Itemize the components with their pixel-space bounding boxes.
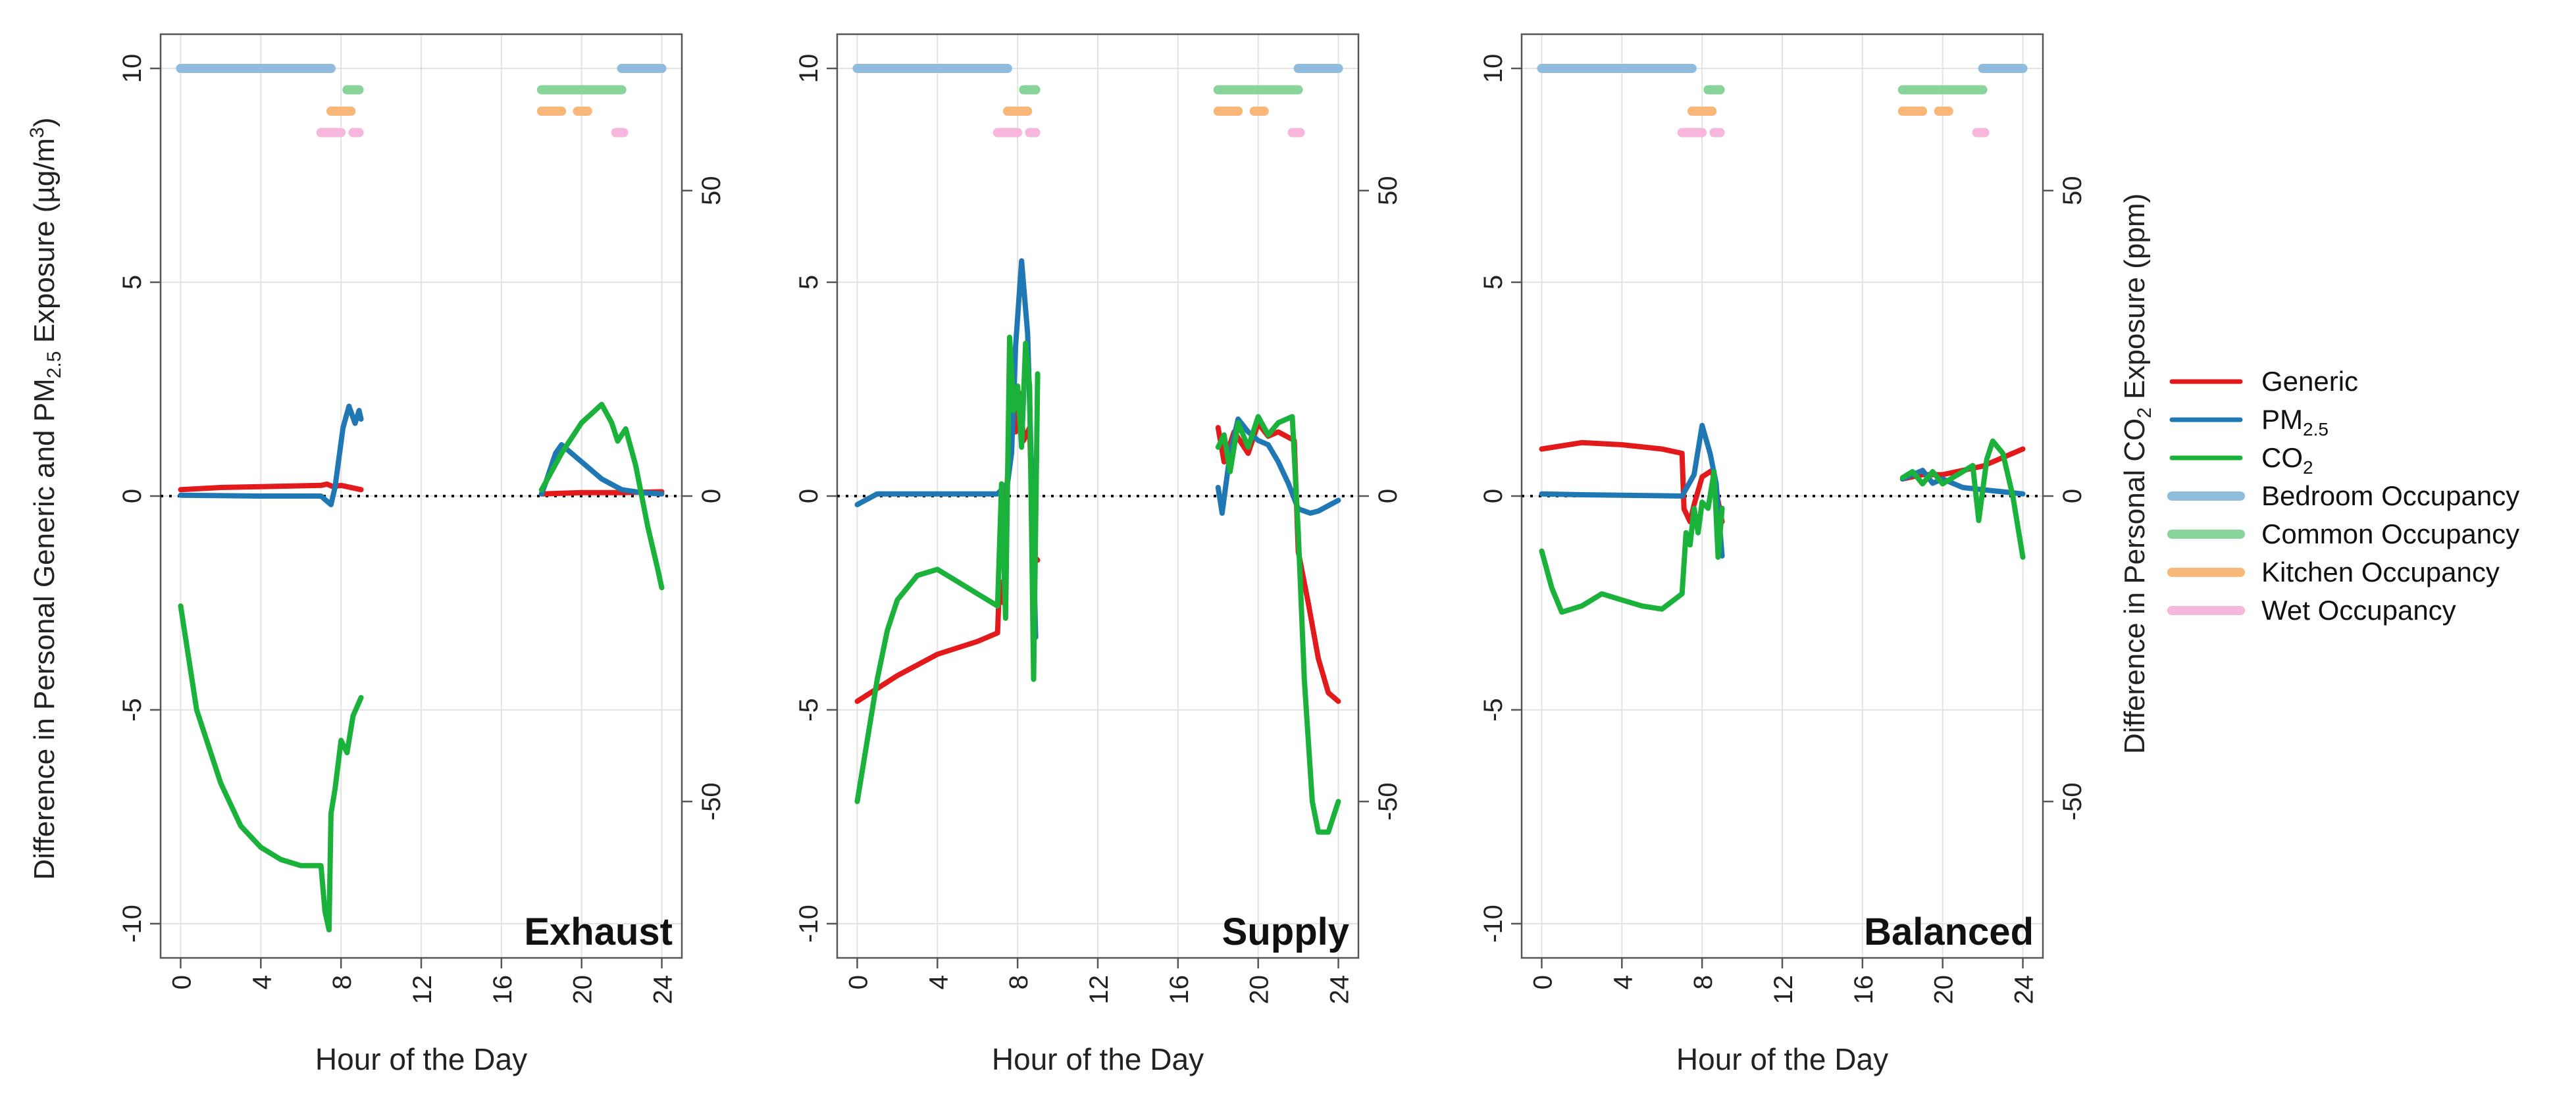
y-axis-title-right-main: Difference in Personal CO	[2119, 418, 2151, 754]
x-tick-label: 20	[1245, 975, 1274, 1005]
x-axis-title: Hour of the Day	[315, 1042, 527, 1076]
legend-label: Kitchen Occupancy	[2261, 557, 2500, 588]
x-tick-label: 8	[328, 975, 357, 989]
x-tick-label: 8	[1689, 975, 1718, 989]
y2-tick-label: -50	[697, 782, 726, 820]
x-tick-label: 4	[247, 975, 276, 989]
y2-tick-label: 50	[697, 176, 726, 205]
y-axis-title-left-close: )	[28, 118, 61, 128]
x-tick-label: 16	[1165, 975, 1194, 1005]
x-tick-label: 24	[1326, 975, 1354, 1005]
y-tick-label: 5	[118, 275, 147, 289]
y2-tick-label: 0	[1374, 489, 1403, 503]
series-line-generic	[178, 481, 364, 493]
y-axis-title-left-main: Difference in Personal Generic and PM	[28, 378, 61, 880]
y-tick-label: -10	[1479, 905, 1508, 943]
y2-tick-label: 0	[2058, 489, 2087, 503]
x-tick-label: 20	[1930, 975, 1959, 1005]
y-tick-label: -5	[118, 698, 147, 722]
x-tick-label: 12	[1085, 975, 1114, 1005]
y-tick-label: -5	[1479, 698, 1508, 722]
y-tick-label: 0	[118, 489, 147, 503]
legend-label: PM2.5	[2261, 404, 2329, 439]
x-tick-label: 24	[2010, 975, 2039, 1005]
series-line-co2	[178, 603, 364, 933]
x-axis-title: Hour of the Day	[1676, 1042, 1888, 1076]
x-tick-label: 20	[569, 975, 598, 1005]
series-line-co2	[1539, 468, 1725, 615]
series-line-co2	[1899, 438, 2026, 560]
x-tick-label: 0	[167, 975, 196, 989]
y-axis-title-left-sub: 2.5	[43, 351, 65, 379]
x-tick-label: 8	[1004, 975, 1033, 989]
panel-label: Supply	[1222, 911, 1349, 953]
y-axis-title-left-suffix: Exposure (µg/m	[28, 138, 61, 351]
y-tick-label: 5	[1479, 275, 1508, 289]
y2-tick-label: -50	[1374, 782, 1403, 820]
y-axis-title-right: Difference in Personal CO2 Exposure (ppm…	[2119, 193, 2155, 754]
x-tick-label: 16	[1849, 975, 1878, 1005]
y-axis-title-right-sub: 2	[2134, 407, 2155, 418]
y-tick-label: 10	[794, 54, 823, 84]
y-tick-label: 5	[794, 275, 823, 289]
series-line-co2	[854, 334, 1041, 805]
series-line-pm25	[1215, 416, 1341, 516]
x-tick-label: 24	[649, 975, 678, 1005]
y2-tick-label: 50	[2058, 176, 2087, 205]
y-tick-label: -5	[794, 698, 823, 722]
x-tick-label: 16	[488, 975, 517, 1005]
y-axis-title-right-suffix: Exposure (ppm)	[2119, 193, 2151, 407]
legend-label: Bedroom Occupancy	[2261, 480, 2519, 511]
y-tick-label: -10	[118, 905, 147, 943]
y-tick-label: 0	[1479, 489, 1508, 503]
series-line-generic	[1539, 439, 1725, 524]
series-line-co2	[1215, 414, 1341, 835]
legend-label: Common Occupancy	[2261, 518, 2519, 549]
x-tick-label: 0	[844, 975, 873, 989]
y2-tick-label: 0	[697, 489, 726, 503]
y-tick-label: 10	[1479, 54, 1508, 84]
x-axis-title: Hour of the Day	[992, 1042, 1204, 1076]
x-tick-label: 4	[1609, 975, 1637, 989]
y-tick-label: 10	[118, 54, 147, 84]
y-tick-label: -10	[794, 905, 823, 943]
y2-tick-label: -50	[2058, 782, 2087, 820]
legend-label: CO2	[2261, 442, 2313, 478]
y2-tick-label: 50	[1374, 176, 1403, 205]
series-line-co2	[538, 401, 665, 591]
x-tick-label: 4	[924, 975, 953, 989]
y-axis-title-left-sup: 3	[26, 127, 48, 138]
series-line-pm25	[178, 403, 364, 507]
y-axis-title-left: Difference in Personal Generic and PM2.5…	[26, 118, 65, 880]
y-tick-label: 0	[794, 489, 823, 503]
x-tick-label: 12	[408, 975, 437, 1005]
legend-label: Generic	[2261, 366, 2358, 397]
panel-label: Exhaust	[524, 911, 673, 953]
legend-label: Wet Occupancy	[2261, 595, 2456, 626]
x-tick-label: 0	[1528, 975, 1557, 989]
x-tick-label: 12	[1769, 975, 1798, 1005]
panel-label: Balanced	[1864, 911, 2034, 953]
